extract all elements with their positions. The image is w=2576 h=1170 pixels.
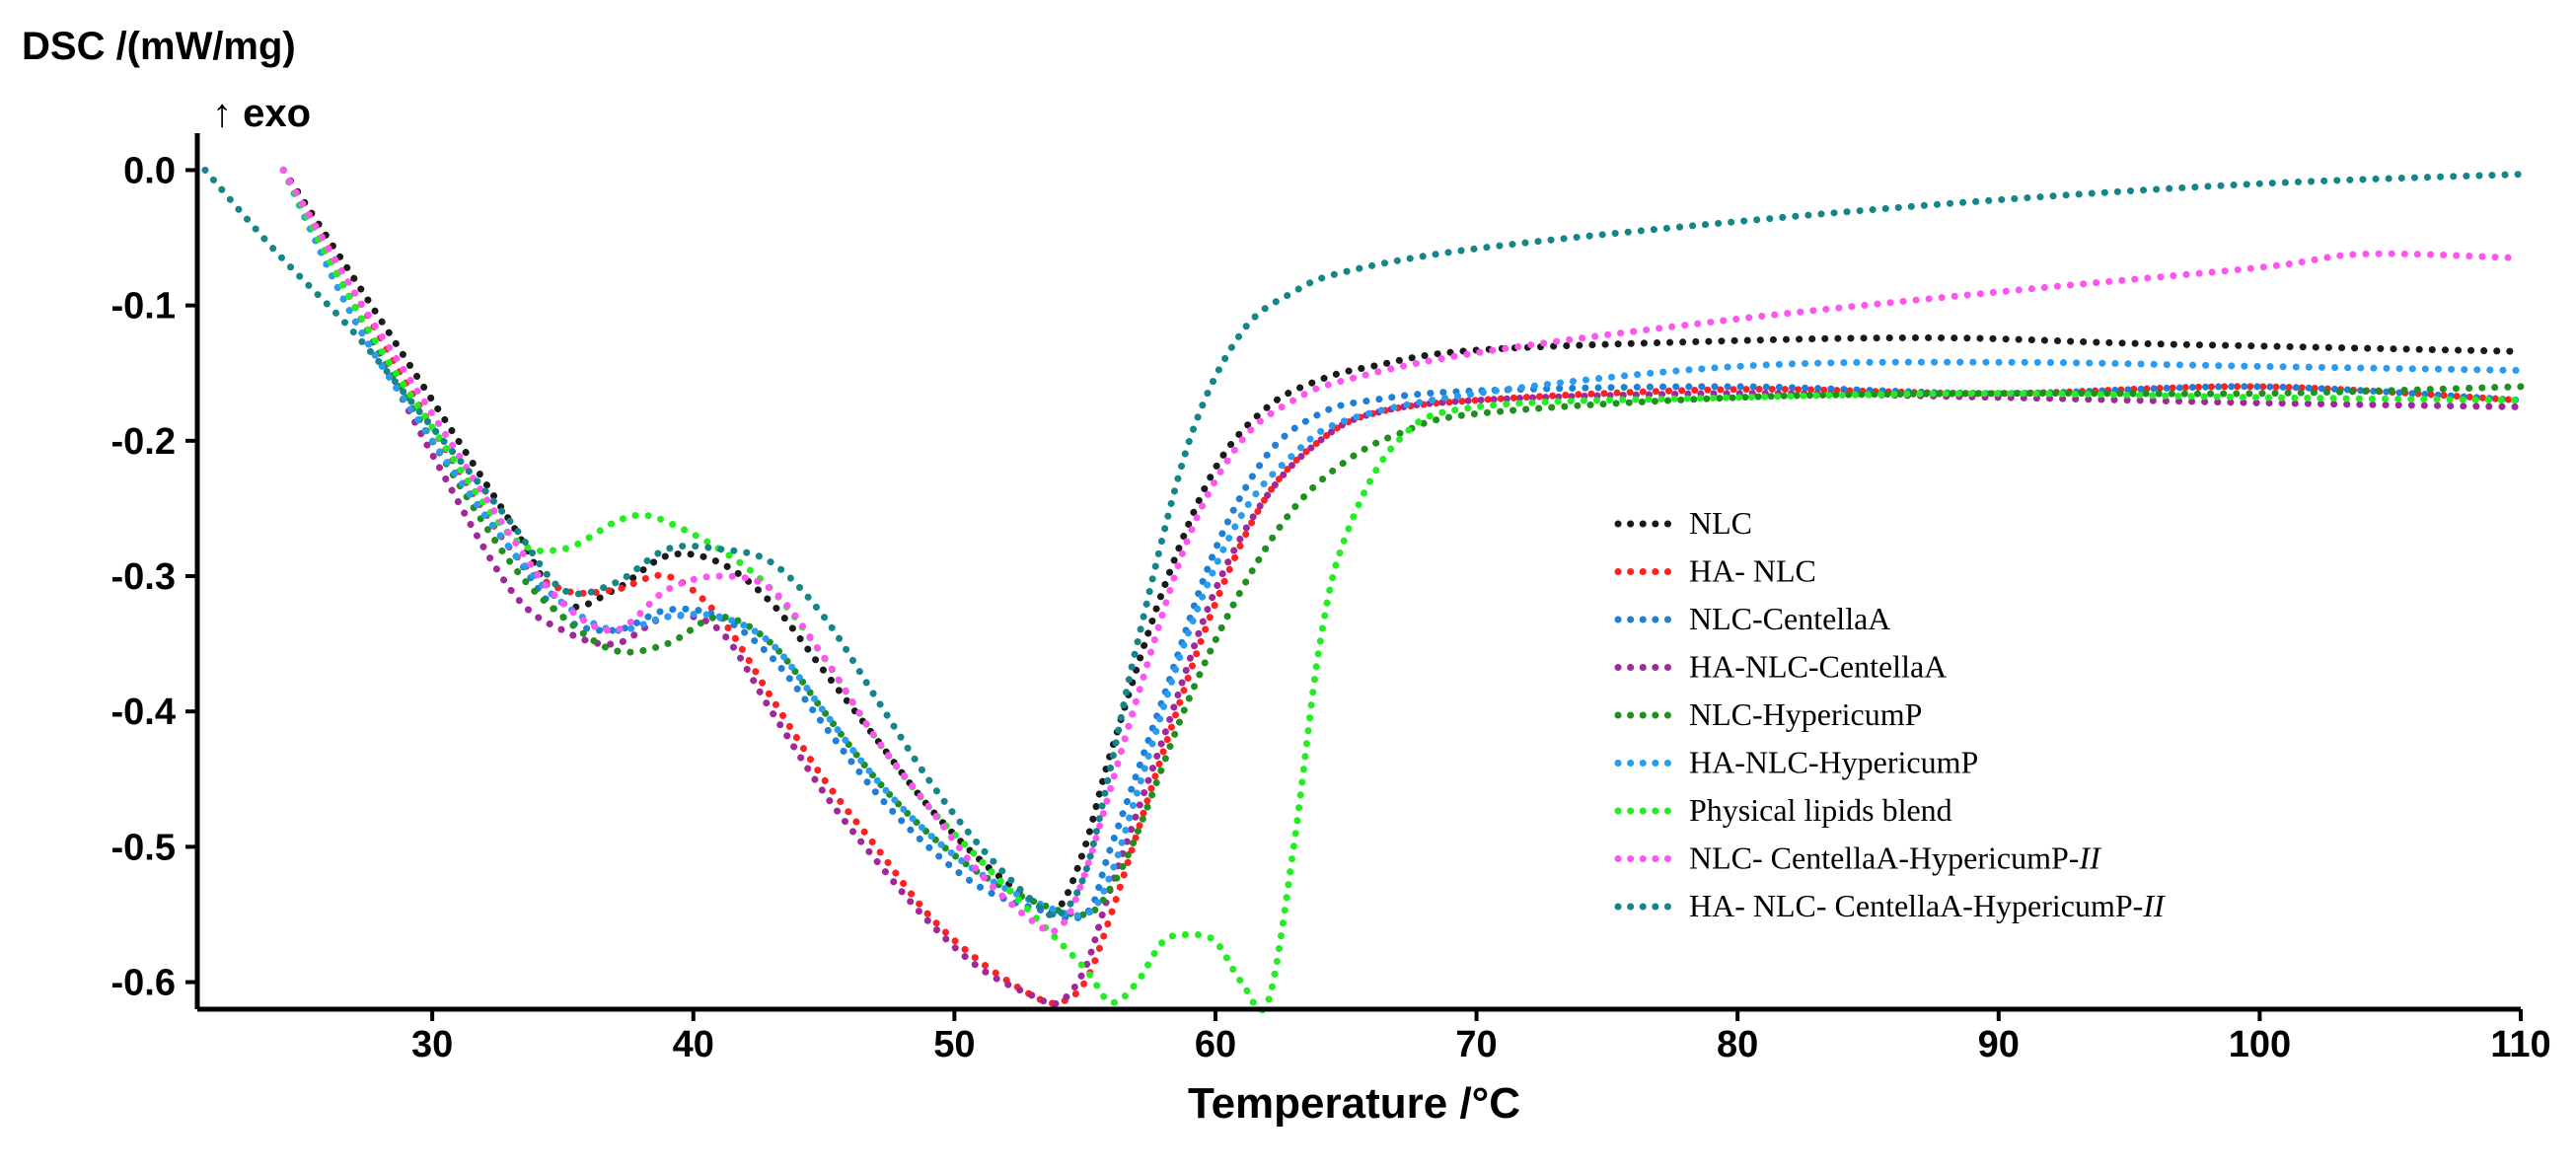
y-tick-label: -0.6 [111,963,176,1004]
x-tick-label: 110 [2490,1024,2550,1065]
x-tick-label: 50 [933,1024,975,1065]
series-layer [201,166,2525,1014]
legend-label: Physical lipids blend [1689,792,1952,828]
x-axis-title: Temperature /°C [1188,1079,1520,1128]
legend-item: HA- NLC [1614,553,1816,589]
series-line-5 [279,166,2525,918]
y-tick-label: -0.4 [111,692,176,733]
legend: NLC HA- NLC NLC-CentellaA HA-NLC-CentellaA N… [1614,505,2166,923]
legend-item: HA-NLC-CentellaA [1614,649,1947,685]
y-axis-subtitle: ↑ exo [212,92,311,135]
legend-label: HA-NLC-CentellaA [1689,649,1947,685]
legend-item: NLC [1614,505,1752,541]
legend-item: Physical lipids blend [1614,792,1952,828]
legend-item: HA-NLC-HypericumP [1614,745,1978,780]
x-tick-label: 40 [673,1024,714,1065]
legend-item: NLC- CentellaA-HypericumP-II [1614,841,2101,876]
x-tick-label: 30 [411,1024,453,1065]
x-tick-label: 60 [1195,1024,1236,1065]
series-line-8 [279,166,2525,935]
series-line-4 [279,166,2525,1008]
y-tick-label: -0.2 [111,421,176,463]
legend-label: HA- NLC [1689,553,1816,589]
y-tick-label: -0.5 [111,827,176,868]
legend-label: NLC-HypericumP [1689,696,1922,732]
y-tick-label: -0.1 [111,286,176,328]
y-axis-title: DSC /(mW/mg) [22,25,296,68]
legend-item: HA- NLC- CentellaA-HypericumP-II [1614,888,2166,923]
series-line-3 [279,166,2525,922]
legend-label: NLC [1689,505,1752,541]
legend-label: HA-NLC-HypericumP [1689,745,1978,780]
x-tick-label: 90 [1978,1024,2020,1065]
ticks-layer: 30 40 50 60 70 80 90 100 110 0.0 -0.1 -0.2 -0.3 -0.4 -… [111,150,2551,1065]
x-tick-label: 70 [1455,1024,1497,1065]
legend-label: NLC- CentellaA-HypericumP-II [1689,841,2101,876]
legend-label: HA- NLC- CentellaA-HypericumP-II [1689,888,2166,923]
series-line-1 [279,166,2525,915]
x-tick-label: 100 [2229,1024,2291,1065]
y-tick-label: 0.0 [123,150,176,191]
y-tick-label: -0.3 [111,556,176,598]
series-line-6 [279,166,2525,919]
series-line-9 [201,166,2525,919]
legend-item: NLC-CentellaA [1614,601,1890,636]
legend-item: NLC-HypericumP [1614,696,1922,732]
series-line-2 [279,166,2525,1007]
x-tick-label: 80 [1717,1024,1758,1065]
legend-label: NLC-CentellaA [1689,601,1890,636]
